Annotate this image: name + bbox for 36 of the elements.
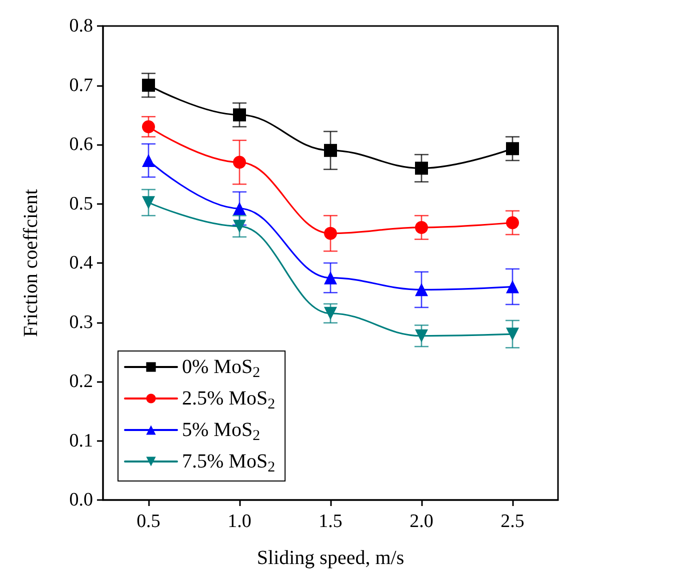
x-tick-label: 2.0	[410, 511, 434, 532]
point	[233, 108, 246, 122]
y-tick-label: 0.1	[69, 430, 93, 452]
point	[142, 196, 155, 210]
y-tick-label: 0.0	[69, 490, 93, 510]
point	[324, 306, 337, 320]
y-tick-label: 0.3	[69, 312, 93, 333]
y-tick-label: 0.2	[69, 371, 93, 392]
point	[415, 162, 428, 175]
point	[506, 216, 519, 230]
y-tick-label: 0.6	[69, 134, 93, 155]
y-axis-title: Friction coeffcient	[20, 188, 42, 337]
point	[506, 280, 519, 294]
point	[324, 271, 337, 284]
y-tick-label: 0.8	[69, 16, 93, 36]
point	[142, 154, 155, 167]
x-tick-label: 0.5	[136, 511, 160, 532]
point	[233, 156, 246, 169]
x-tick-label: 1.5	[318, 511, 342, 532]
point	[506, 328, 519, 341]
point	[233, 202, 246, 215]
x-tick-label: 2.5	[500, 511, 524, 532]
x-tick-label: 1.0	[228, 511, 252, 532]
point	[506, 142, 519, 156]
point	[324, 226, 337, 240]
point	[233, 220, 246, 233]
y-tick-label: 0.7	[69, 74, 93, 96]
x-axis-title: Sliding speed, m/s	[256, 547, 404, 569]
point	[415, 220, 428, 234]
point	[142, 120, 155, 134]
point	[142, 78, 155, 92]
point	[415, 283, 428, 296]
y-tick-label: 0.5	[69, 193, 93, 214]
point	[324, 144, 337, 157]
y-tick-label: 0.4	[69, 252, 94, 274]
point	[415, 329, 428, 342]
